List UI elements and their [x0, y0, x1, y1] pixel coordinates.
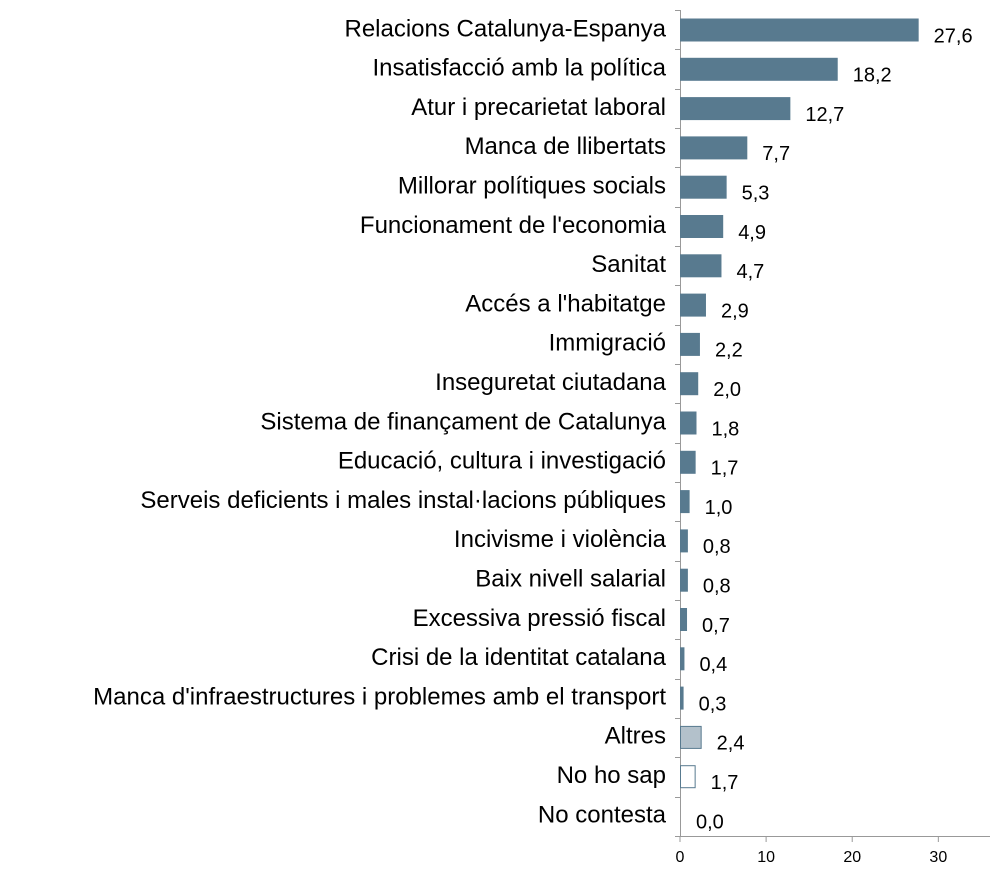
x-tick-label: 0	[676, 849, 685, 866]
value-label: 2,0	[713, 379, 741, 401]
x-tick-label: 10	[757, 849, 775, 866]
bar	[680, 332, 700, 356]
bar	[680, 725, 702, 749]
bar	[680, 568, 688, 592]
value-label: 0,8	[703, 536, 731, 558]
bar	[680, 136, 748, 160]
category-label: Insatisfacció amb la política	[373, 55, 667, 82]
bar	[680, 686, 684, 710]
category-label: Incivisme i violència	[454, 526, 667, 553]
category-label: Immigració	[549, 330, 666, 357]
bar	[680, 608, 688, 631]
category-label: Accés a l'habitatge	[465, 290, 666, 317]
bar	[680, 450, 696, 474]
category-label: Serveis deficients i males instal·lacion…	[140, 487, 666, 514]
category-label: Funcionament de l'economia	[360, 212, 667, 239]
value-label: 5,3	[742, 182, 770, 204]
value-label: 4,7	[736, 261, 764, 283]
bar	[680, 765, 696, 789]
bar	[680, 411, 697, 435]
value-label: 0,3	[699, 693, 727, 715]
value-label: 7,7	[762, 143, 790, 165]
bar	[680, 97, 791, 121]
value-label: 1,7	[711, 772, 739, 794]
category-label: Relacions Catalunya-Espanya	[344, 15, 666, 42]
bar	[680, 372, 699, 396]
category-label: No ho sap	[557, 762, 666, 789]
value-label: 0,0	[696, 811, 724, 833]
x-tick-label: 20	[843, 849, 861, 866]
value-label: 1,0	[705, 497, 733, 519]
value-label: 0,8	[703, 575, 731, 597]
category-label: Sistema de finançament de Catalunya	[260, 408, 666, 435]
category-label: Baix nivell salarial	[475, 566, 666, 593]
value-label: 4,9	[738, 222, 766, 244]
value-label: 12,7	[805, 104, 844, 126]
value-label: 2,9	[721, 300, 749, 322]
value-label: 1,8	[712, 418, 740, 440]
value-label: 27,6	[934, 25, 973, 47]
bar	[680, 529, 688, 553]
category-label: Manca de llibertats	[465, 133, 666, 160]
category-label: Atur i precarietat laboral	[411, 94, 666, 121]
value-label: 0,4	[699, 654, 727, 676]
value-label: 0,7	[702, 615, 730, 637]
category-label: Excessiva pressió fiscal	[413, 605, 666, 632]
category-label: Altres	[605, 723, 666, 750]
value-label: 1,7	[711, 458, 739, 480]
bar	[680, 293, 706, 317]
bar	[680, 215, 724, 238]
value-label: 2,4	[717, 733, 745, 755]
category-label: No contesta	[538, 801, 667, 828]
bar	[680, 57, 838, 81]
category-label: Inseguretat ciutadana	[435, 369, 666, 396]
category-label: Sanitat	[591, 251, 666, 278]
bar	[680, 18, 919, 42]
value-label: 18,2	[853, 65, 892, 87]
category-label: Educació, cultura i investigació	[338, 448, 666, 475]
bar	[680, 647, 685, 671]
bar	[680, 175, 727, 199]
x-tick-label: 30	[929, 849, 947, 866]
bar	[680, 254, 722, 278]
category-label: Crisi de la identitat catalana	[371, 644, 666, 671]
category-label: Manca d'infraestructures i problemes amb…	[93, 683, 666, 710]
value-label: 2,2	[715, 340, 743, 362]
bar	[680, 490, 690, 514]
category-label: Millorar polítiques socials	[398, 173, 666, 200]
